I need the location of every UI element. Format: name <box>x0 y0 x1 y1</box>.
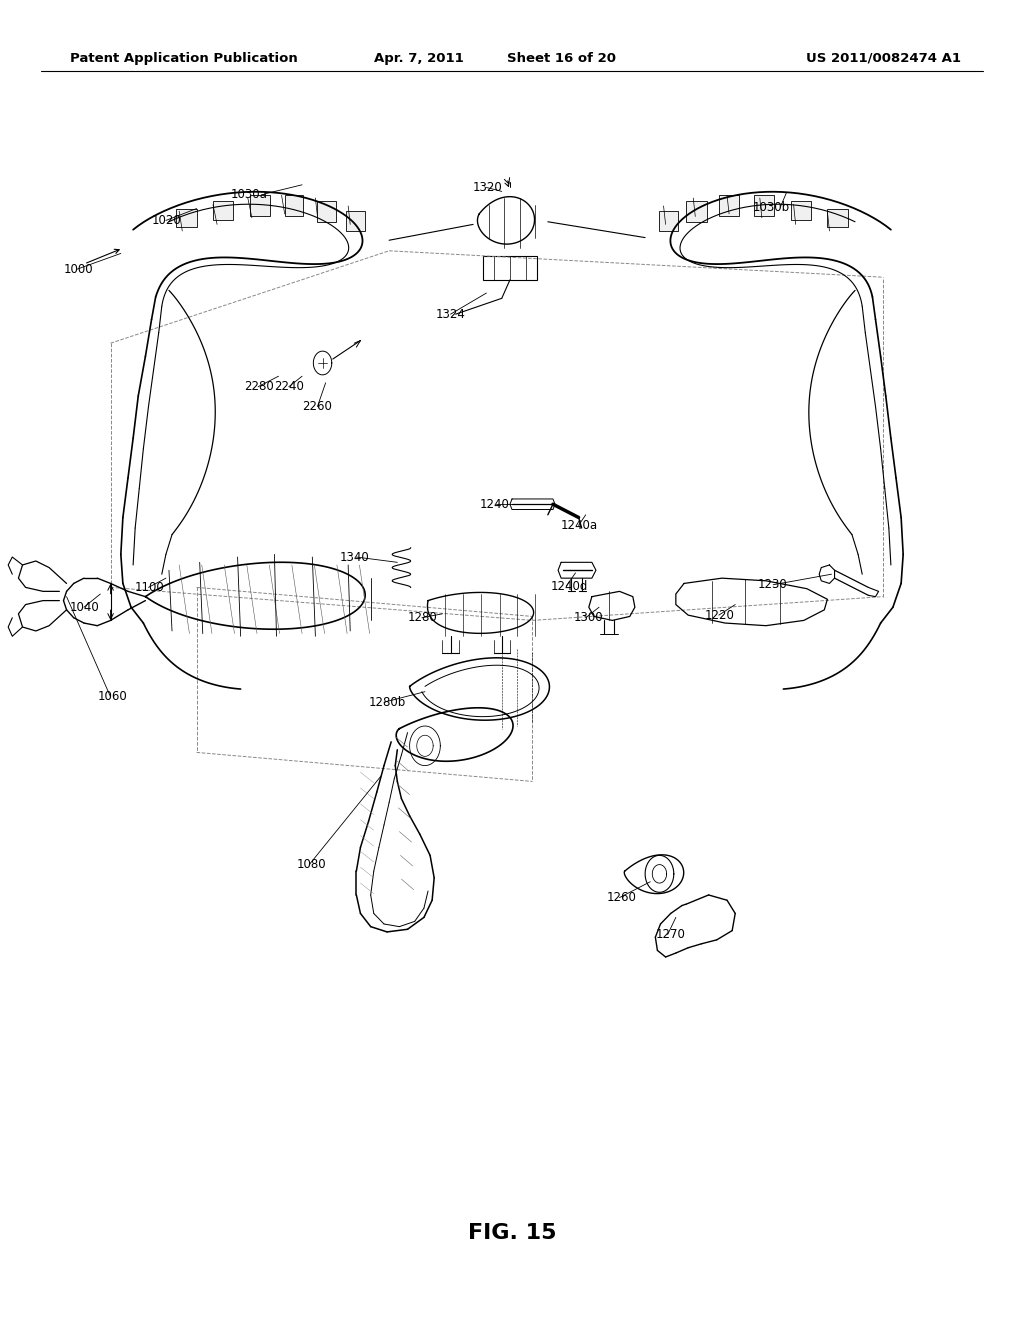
Text: 1230: 1230 <box>758 578 787 591</box>
Text: US 2011/0082474 A1: US 2011/0082474 A1 <box>806 51 961 65</box>
Text: 2280: 2280 <box>244 380 273 393</box>
Bar <box>176 209 197 227</box>
Text: 1280b: 1280b <box>369 696 406 709</box>
Text: 1100: 1100 <box>135 581 165 594</box>
Bar <box>659 211 678 231</box>
Text: 1280: 1280 <box>408 611 437 624</box>
Bar <box>686 201 707 222</box>
Text: 1300: 1300 <box>573 611 603 624</box>
Bar <box>483 256 537 280</box>
Text: 2240: 2240 <box>274 380 304 393</box>
Bar <box>346 211 365 231</box>
Text: 1270: 1270 <box>655 928 685 941</box>
Bar <box>754 195 774 216</box>
Text: Patent Application Publication: Patent Application Publication <box>70 51 297 65</box>
Text: Apr. 7, 2011: Apr. 7, 2011 <box>374 51 464 65</box>
Bar <box>250 195 270 216</box>
Text: 1260: 1260 <box>606 891 636 904</box>
Text: 1320: 1320 <box>473 181 503 194</box>
Text: 1324: 1324 <box>435 308 465 321</box>
Text: 1040: 1040 <box>70 601 99 614</box>
Text: 1030a: 1030a <box>230 187 267 201</box>
Text: 2260: 2260 <box>302 400 332 413</box>
Bar <box>791 201 811 220</box>
Text: FIG. 15: FIG. 15 <box>468 1222 556 1243</box>
Bar <box>213 201 233 220</box>
Text: 1240d: 1240d <box>551 579 588 593</box>
Text: 1240a: 1240a <box>561 519 598 532</box>
Bar <box>285 195 303 216</box>
Text: 1020: 1020 <box>152 214 181 227</box>
Text: 1240: 1240 <box>479 498 509 511</box>
Text: 1060: 1060 <box>97 690 127 704</box>
Bar <box>719 195 739 216</box>
Text: 1340: 1340 <box>340 550 370 564</box>
Text: Sheet 16 of 20: Sheet 16 of 20 <box>507 51 615 65</box>
Text: 1080: 1080 <box>297 858 327 871</box>
Text: 1030b: 1030b <box>753 201 790 214</box>
Bar <box>317 201 336 222</box>
Bar <box>827 209 848 227</box>
Text: 1220: 1220 <box>705 609 734 622</box>
Text: 1000: 1000 <box>63 263 93 276</box>
